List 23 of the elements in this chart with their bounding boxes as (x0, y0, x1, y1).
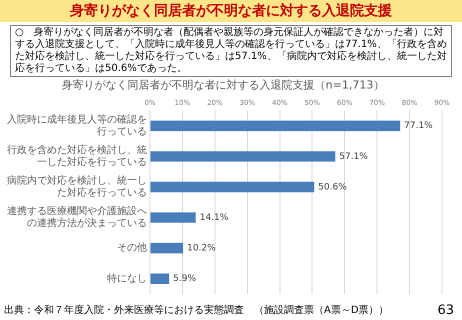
y-tick-label: 入院時に成年後見人等の確認を行っている (7, 113, 147, 138)
data-label: 77.1% (404, 121, 434, 132)
bar (150, 120, 400, 132)
data-label: 10.2% (187, 243, 216, 254)
bar (150, 151, 336, 162)
bar (150, 273, 170, 284)
y-tick-label: 連携する医療機関や介護施設への連携方法が決まっている (7, 205, 147, 230)
data-label: 57.1% (339, 152, 368, 162)
chart-subtitle: 身寄りがなく同居者が不明な者に対する入退院支援（n=1,713） (62, 78, 384, 92)
text: ○ 身寄りがなく同居者が不明な者（配偶者や親族等の身元保証人が確認できなかった者）に対する入退院支援として、「入院時に成年後見人等の確認を行っている」は77.1%、「行政を含めた対応を検討し、統一した対応を行っている」は57.1%、「病院内で対応を検討し、統一した対応を行っている」は50.6%であった。 (10, 25, 452, 77)
bar (150, 212, 196, 223)
y-tick-label: 行政を含めた対応を検討し、統一した対応を行っている (7, 144, 147, 168)
data-label: 50.6% (318, 182, 348, 192)
y-tick-label: 病院内で対応を検討し、統一した対応を行っている (7, 174, 147, 199)
source-note: 出典：令和７年度入院・外来医療等における実態調査 （施設調査票（A票～D票）） (4, 304, 389, 317)
chart-title: 身寄りがなく同居者が不明な者に対する入退院支援 (0, 0, 462, 22)
data-label: 5.9% (173, 274, 196, 284)
bar (150, 182, 314, 192)
bar (150, 242, 184, 254)
y-tick-label: その他 (117, 242, 147, 254)
y-tick-label: 特になし (107, 272, 147, 284)
text: 63 (437, 303, 454, 318)
data-label: 14.1% (200, 212, 229, 223)
